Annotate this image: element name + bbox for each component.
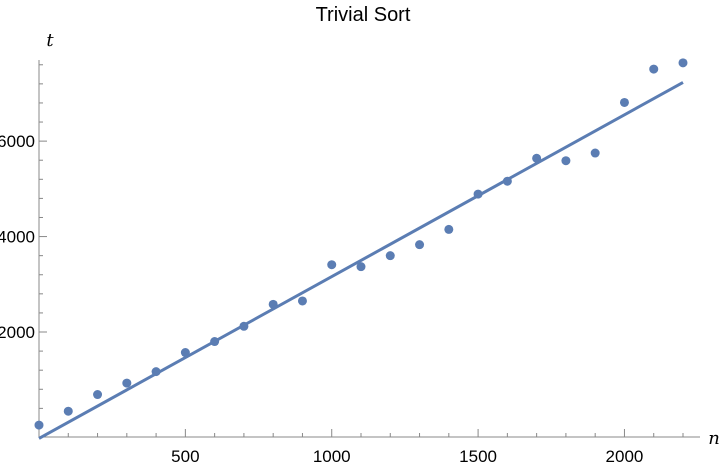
y-tick-label: 4000 (0, 228, 35, 247)
data-point (63, 406, 73, 416)
x-tick-label: 2000 (606, 447, 644, 466)
data-point (415, 240, 425, 250)
data-point (268, 299, 278, 309)
data-point (34, 420, 44, 430)
data-point (239, 321, 249, 331)
chart-title: Trivial Sort (316, 4, 411, 26)
fit-line (38, 81, 684, 440)
data-point (678, 58, 688, 68)
fit-line-group (38, 81, 684, 440)
data-point (473, 189, 483, 199)
x-tick-label: 1500 (459, 447, 497, 466)
data-point (444, 224, 454, 234)
data-point (327, 260, 337, 270)
data-point (590, 148, 600, 158)
data-point (532, 153, 542, 163)
data-point (93, 390, 103, 400)
tick-labels: 500 1000 1500 2000 2000 4000 6000 (0, 132, 643, 466)
data-point (151, 367, 161, 377)
data-points (34, 58, 688, 430)
data-point (122, 378, 132, 388)
ticks (39, 64, 684, 437)
y-tick-label: 6000 (0, 132, 35, 151)
y-tick-label: 2000 (0, 323, 35, 342)
data-point (502, 176, 512, 186)
data-point (385, 251, 395, 261)
x-axis-label: n (708, 428, 720, 449)
data-point (649, 64, 659, 74)
data-point (297, 296, 307, 306)
data-point (180, 348, 190, 358)
y-axis-label: t (46, 30, 54, 51)
data-point (619, 97, 629, 107)
x-tick-label: 500 (171, 447, 199, 466)
data-point (210, 337, 220, 347)
data-point (356, 262, 366, 272)
data-point (561, 156, 571, 166)
x-tick-label: 1000 (313, 447, 351, 466)
